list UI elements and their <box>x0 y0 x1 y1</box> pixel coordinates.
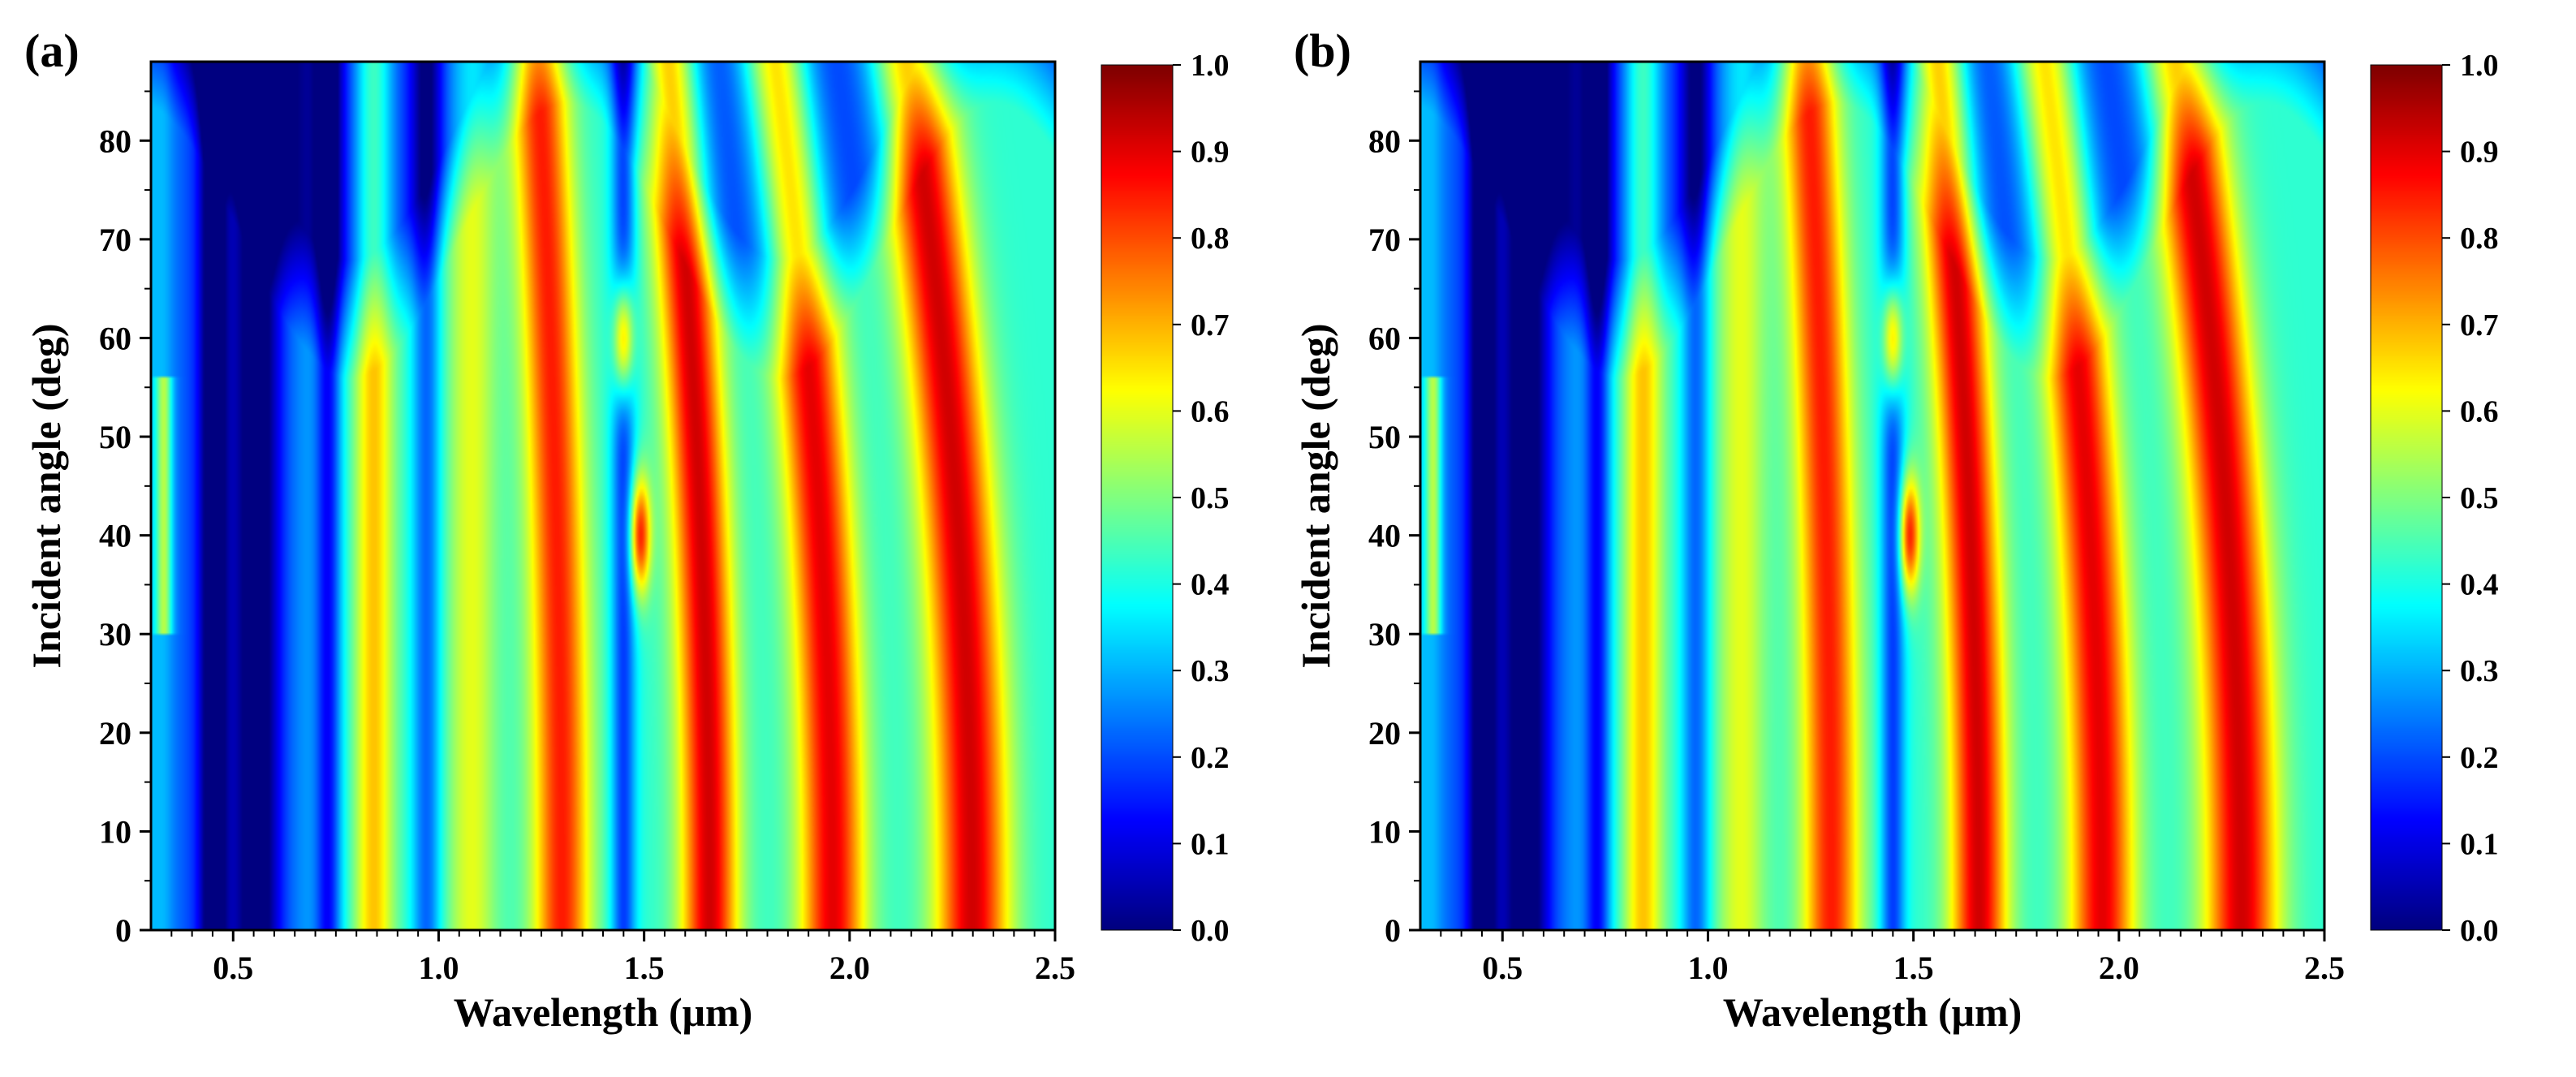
y-tick-label: 30 <box>1368 616 1401 653</box>
x-tick-label: 1.5 <box>1893 950 1934 986</box>
colorbar-gradient <box>2371 65 2442 930</box>
heatmap-image <box>1420 62 2324 930</box>
x-tick-label: 2.5 <box>1035 950 1075 986</box>
y-tick-label: 50 <box>1368 419 1401 455</box>
colorbar-tick-label: 0.6 <box>1191 394 1230 429</box>
colorbar-tick-label: 0.1 <box>2460 827 2499 861</box>
panel-a: (a) 0.5 1.0 1.5 2.0 2.5 0 10 20 30 40 50 60 70 80 Wavel… <box>24 24 1230 1035</box>
heatmap-image <box>151 62 1055 930</box>
y-tick-label: 60 <box>1368 320 1401 356</box>
y-tick-label: 40 <box>1368 518 1401 554</box>
x-tick-label: 1.0 <box>1687 950 1728 986</box>
x-axis-title: Wavelength (μm) <box>454 989 753 1035</box>
y-tick-label: 70 <box>99 222 131 258</box>
y-tick-label: 80 <box>99 123 131 159</box>
colorbar-tick-label: 0.8 <box>2460 222 2499 256</box>
colorbar-tick-label: 0.9 <box>2460 136 2499 170</box>
colorbar-tick-label: 0.4 <box>2460 568 2499 602</box>
y-tick-label: 80 <box>1368 123 1401 159</box>
colorbar-tick-label: 0.0 <box>2460 914 2499 948</box>
colorbar-gradient <box>1101 65 1173 930</box>
colorbar-tick-label: 0.6 <box>2460 394 2499 429</box>
colorbar-tick-label: 0.3 <box>1191 654 1230 688</box>
panel-b: (b) 0.5 1.0 1.5 2.0 2.5 0 10 20 30 40 50 60 70 80 Wavel… <box>1293 24 2499 1035</box>
x-tick-label: 2.5 <box>2304 950 2345 986</box>
colorbar-tick-label: 0.1 <box>1191 827 1230 861</box>
y-tick-label: 30 <box>99 616 131 653</box>
colorbar-tick-label: 0.8 <box>1191 222 1230 256</box>
colorbar-tick-label: 0.2 <box>1191 741 1230 775</box>
x-axis-title: Wavelength (μm) <box>1723 989 2022 1035</box>
x-tick-label: 1.5 <box>624 950 665 986</box>
colorbar-tick-label: 1.0 <box>2460 49 2499 83</box>
y-tick-label: 70 <box>1368 222 1401 258</box>
y-axis-title: Incident angle (deg) <box>24 324 69 669</box>
colorbar-tick-label: 0.9 <box>1191 136 1230 170</box>
y-tick-label: 0 <box>115 912 131 949</box>
x-tick-label: 1.0 <box>418 950 459 986</box>
y-tick-label: 20 <box>1368 715 1401 752</box>
panel-label: (b) <box>1294 24 1351 77</box>
colorbar-tick-label: 0.7 <box>2460 308 2499 342</box>
x-tick-label: 2.0 <box>829 950 870 986</box>
y-tick-label: 0 <box>1385 912 1401 949</box>
colorbar-tick-label: 0.5 <box>2460 481 2499 515</box>
colorbar-tick-label: 0.7 <box>1191 308 1230 342</box>
y-tick-label: 40 <box>99 518 131 554</box>
y-tick-label: 20 <box>99 715 131 752</box>
y-tick-label: 10 <box>1368 813 1401 850</box>
colorbar-tick-label: 1.0 <box>1191 49 1230 83</box>
y-axis-title: Incident angle (deg) <box>1293 324 1338 669</box>
colorbar-tick-label: 0.2 <box>2460 741 2499 775</box>
y-tick-label: 50 <box>99 419 131 455</box>
x-tick-label: 0.5 <box>213 950 253 986</box>
colorbar-tick-label: 0.3 <box>2460 654 2499 688</box>
panel-label: (a) <box>24 24 80 77</box>
colorbar-tick-label: 0.5 <box>1191 481 1230 515</box>
colorbar-tick-label: 0.4 <box>1191 568 1230 602</box>
y-tick-label: 60 <box>99 320 131 356</box>
x-tick-label: 0.5 <box>1482 950 1523 986</box>
colorbar-tick-label: 0.0 <box>1191 914 1230 948</box>
x-tick-label: 2.0 <box>2099 950 2139 986</box>
y-tick-label: 10 <box>99 813 131 850</box>
